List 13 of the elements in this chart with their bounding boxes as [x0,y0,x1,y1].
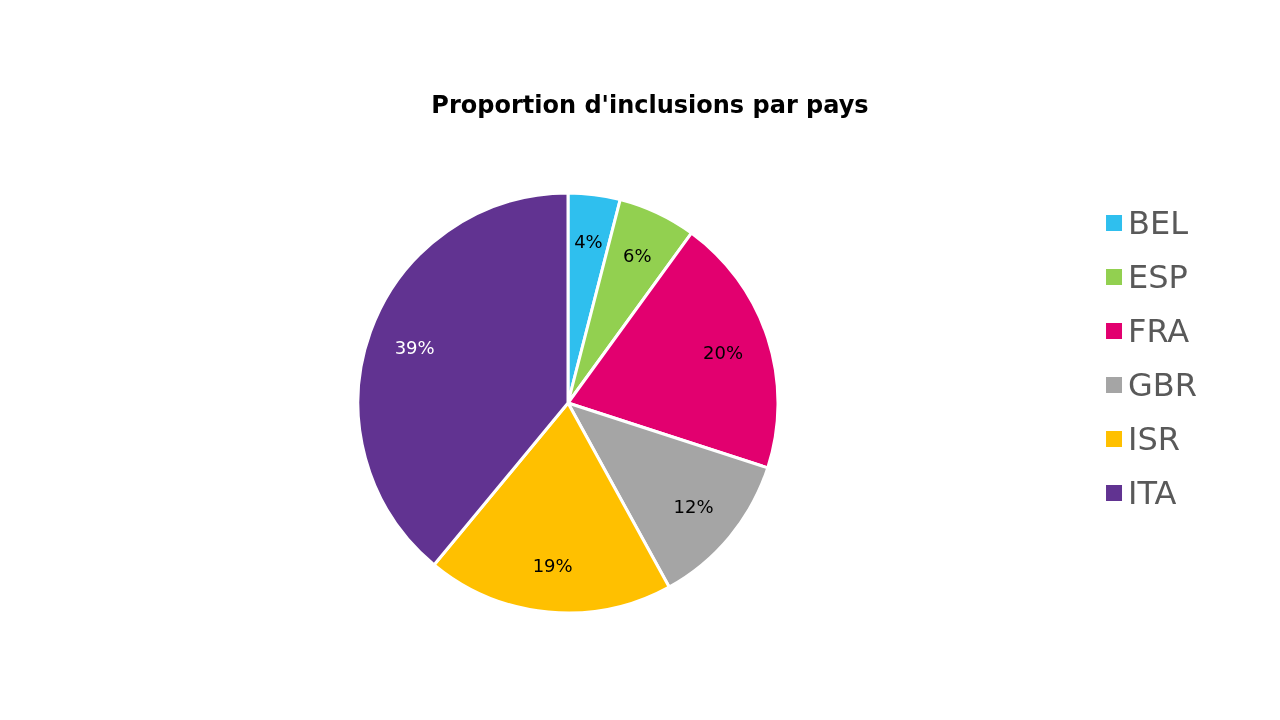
legend-label: BEL [1128,204,1189,242]
legend-label: ITA [1128,474,1177,512]
data-label: 6% [623,245,652,267]
data-label: 4% [574,230,603,252]
legend-label: FRA [1128,312,1190,350]
legend-label: ISR [1128,420,1180,458]
data-label: 39% [394,337,435,359]
data-label: 19% [532,554,573,576]
legend-label: GBR [1128,366,1197,404]
legend-label: ESP [1128,258,1188,296]
data-label: 20% [703,342,744,364]
data-label: 12% [673,496,714,518]
chart-title: Proportion d'inclusions par pays [431,91,869,119]
